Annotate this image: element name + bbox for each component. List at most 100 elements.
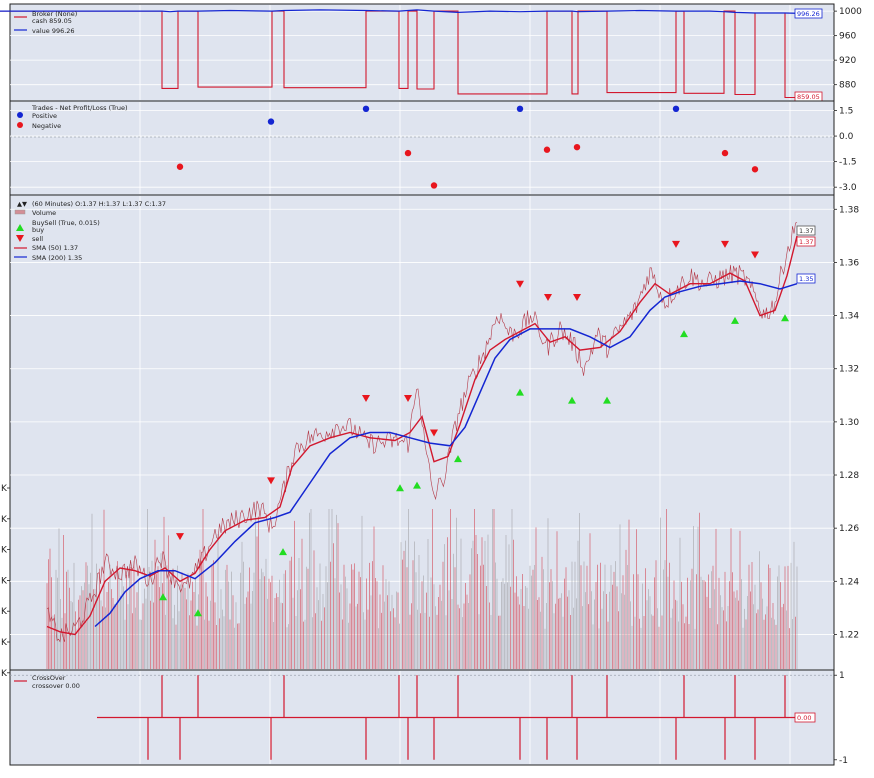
legend-value: value 996.26 [32, 27, 75, 35]
legend-cash: cash 859.05 [32, 17, 72, 25]
buy-marker [396, 484, 404, 492]
negative-trade-point [543, 146, 551, 153]
sell-marker [430, 429, 438, 437]
sell-marker [672, 240, 680, 248]
buy-marker [731, 316, 739, 324]
buy-marker [194, 609, 202, 617]
sma50-line [46, 235, 798, 636]
sma200-last-label: 1.35 [796, 273, 816, 284]
sell-marker [573, 293, 581, 301]
broker-y-tick-label: 880 [839, 81, 856, 91]
price-y-tick-label: 1.24 [839, 577, 859, 587]
buy-marker [603, 396, 611, 404]
price-y-tick-label: 1.28 [839, 471, 859, 481]
buy-marker [781, 314, 789, 322]
buy-marker [159, 593, 167, 601]
legend-buysell: BuySell (True, 0.015) [32, 219, 100, 227]
close-last-text: 1.37 [799, 227, 813, 235]
legend-crossover: CrossOver [32, 674, 66, 682]
sell-marker [516, 280, 524, 288]
buy-marker [516, 388, 524, 396]
price-legend: ▲▼ (60 Minutes) O:1.37 H:1.37 L:1.37 C:1… [14, 200, 166, 262]
legend-crossover-value: crossover 0.00 [32, 682, 80, 690]
legend-buy: buy [32, 226, 44, 234]
sell-marker [404, 394, 412, 402]
trades-legend: Trades - Net Profit/Loss (True) Positive… [17, 104, 127, 130]
sma200-line [94, 280, 798, 628]
negative-trade-point [176, 163, 184, 170]
cash-last-text: 859.05 [797, 93, 820, 101]
crossover-last-label: 0.00 [794, 712, 816, 723]
sell-marker [544, 293, 552, 301]
sma50-last-text: 1.37 [799, 238, 813, 246]
broker-y-tick-label: 1000 [839, 7, 862, 17]
negative-trade-point [751, 166, 759, 173]
volume-tick-label: K [1, 515, 8, 525]
legend-volume: Volume [32, 209, 56, 217]
trades-y-tick-label: -3.0 [839, 183, 857, 193]
buy-marker [568, 396, 576, 404]
value-last-text: 996.26 [797, 10, 820, 18]
volume-tick-label: K [1, 546, 8, 556]
volume-tick-label: K [1, 576, 8, 586]
price-y-tick-label: 1.32 [839, 365, 859, 375]
broker-y-tick-label: 960 [839, 32, 856, 42]
sell-marker [362, 394, 370, 402]
crossover-last-text: 0.00 [797, 714, 811, 722]
legend-positive: Positive [32, 112, 57, 120]
price-bars-line [46, 222, 798, 643]
positive-trade-point [672, 105, 680, 113]
negative-trade-point [404, 149, 412, 157]
buy-marker [454, 455, 462, 463]
price-y-tick-label: 1.26 [839, 524, 859, 534]
broker-legend: Broker (None) cash 859.05 value 996.26 [14, 10, 77, 35]
price-y-tick-label: 1.38 [839, 205, 859, 215]
buy-marker [680, 330, 688, 338]
price-y-tick-label: 1.34 [839, 312, 859, 322]
crossover-panel: 1 -1 CrossOver crossover 0.00 0.00 [9, 669, 848, 766]
sell-marker [721, 240, 729, 248]
volume-tick-label: K [1, 669, 8, 679]
negative-trade-point [721, 149, 729, 157]
sma50-last-label: 1.37 [796, 236, 816, 247]
cash-line [0, 10, 800, 99]
negative-trade-point [430, 182, 438, 189]
negative-trade-point [573, 143, 581, 151]
legend-sma200: SMA (200) 1.35 [32, 254, 82, 262]
buy-marker [413, 481, 421, 489]
value-line [0, 9, 801, 14]
sell-marker [751, 251, 759, 259]
cash-last-label: 859.05 [794, 91, 823, 102]
trades-panel: 1.5 0.0 -1.5 -3.0 Trades - Net Profit/Loss … [9, 100, 857, 196]
value-last-label: 996.26 [794, 8, 823, 19]
legend-sma50: SMA (50) 1.37 [32, 244, 78, 252]
price-y-tick-label: 1.22 [839, 630, 859, 640]
positive-trade-point [362, 105, 370, 113]
broker-y-tick-label: 920 [839, 56, 856, 66]
crossover-y-tick-label: -1 [839, 756, 848, 766]
price-panel: 1.38 1.36 1.34 1.32 1.30 1.28 1.26 1.24 1.22 K K K… [1, 194, 859, 679]
volume-tick-label: K [1, 638, 8, 648]
sell-marker [176, 533, 184, 541]
broker-panel: 880 920 960 1000 Broker (None) cash 859.05 … [0, 3, 862, 102]
positive-trade-point [267, 118, 275, 125]
price-y-tick-label: 1.30 [839, 418, 859, 428]
volume-tick-label: K [1, 607, 8, 617]
legend-broker: Broker (None) [32, 10, 77, 18]
close-last-label: 1.37 [796, 225, 816, 236]
legend-ohlc: (60 Minutes) O:1.37 H:1.37 L:1.37 C:1.37 [32, 200, 166, 208]
volume-tick-label: K [1, 484, 8, 494]
sma200-last-text: 1.35 [799, 275, 813, 283]
buy-marker [279, 548, 287, 556]
trades-y-tick-label: 1.5 [839, 107, 853, 117]
crossover-y-tick-label: 1 [839, 671, 845, 681]
price-y-tick-label: 1.36 [839, 258, 859, 268]
legend-negative: Negative [32, 122, 61, 130]
legend-trades: Trades - Net Profit/Loss (True) [31, 104, 127, 112]
svg-text:▲▼: ▲▼ [17, 200, 27, 208]
sell-marker [267, 477, 275, 485]
trades-y-tick-label: -1.5 [839, 158, 857, 168]
trades-y-tick-label: 0.0 [839, 132, 854, 142]
crossover-legend: CrossOver crossover 0.00 [14, 674, 80, 690]
